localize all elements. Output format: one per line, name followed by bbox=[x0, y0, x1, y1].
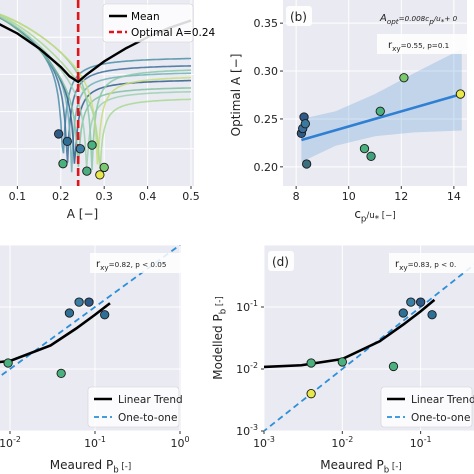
panel-label-d: (d) bbox=[272, 255, 289, 269]
data-point bbox=[95, 170, 105, 180]
data-point bbox=[74, 297, 84, 307]
x-tick-label-b: 8 bbox=[293, 190, 300, 203]
stats-box-b bbox=[377, 34, 469, 54]
plot-content-d bbox=[264, 245, 474, 431]
y-axis-label-d: Modelled Pb [-] bbox=[211, 296, 229, 379]
x-tick-label-a: 0.3 bbox=[95, 190, 113, 203]
data-point bbox=[375, 106, 385, 116]
data-point bbox=[302, 159, 312, 169]
legend-a: Mean Optimal A=0.24 bbox=[102, 3, 216, 43]
x-tick-label-b: 10 bbox=[342, 190, 356, 203]
data-point bbox=[84, 297, 94, 307]
legend-label-trend: Linear Trend bbox=[411, 394, 474, 406]
x-tick-label-b: 12 bbox=[394, 190, 408, 203]
stats-annotation-b: rxy=0.55, p=0.1 bbox=[388, 40, 449, 53]
x-tick-label-a: 0.1 bbox=[9, 190, 27, 203]
member-curve bbox=[0, 15, 192, 168]
data-point bbox=[99, 162, 109, 173]
x-axis-label-c: Meaured Pb [-] bbox=[50, 458, 131, 474]
x-tick-label-d: 10-3 bbox=[253, 435, 275, 450]
x-axis-label-b: cp/u* [−] bbox=[354, 207, 395, 225]
panel-c: rxy=0.82, p < 0.05 Linear Trend One-to-one… bbox=[0, 245, 190, 474]
panel-label-box-d bbox=[268, 251, 294, 271]
member-curve bbox=[0, 14, 191, 170]
data-point bbox=[388, 361, 399, 372]
legend-label-one-to-one: One-to-one bbox=[411, 412, 470, 424]
data-point bbox=[62, 136, 72, 147]
x-tick-label-c: 100 bbox=[170, 435, 189, 450]
data-point bbox=[455, 89, 466, 99]
one-to-one-line bbox=[264, 263, 474, 431]
data-point bbox=[58, 159, 68, 169]
panel-d: rxy=0.83, p < 0. Linear Trend One-to-one 10… bbox=[211, 245, 474, 474]
panel-b: (b) Aopt=0.008cp/u*+ 0 rxy=0.55, p=0.1 0.20… bbox=[229, 0, 469, 225]
data-point bbox=[406, 297, 416, 307]
x-tick-label-c: 10-1 bbox=[84, 435, 106, 450]
legend-label-one-to-one: One-to-one bbox=[118, 412, 177, 424]
y-tick-label-d: 10-3 bbox=[236, 423, 258, 438]
data-point bbox=[359, 143, 370, 154]
plot-content-b bbox=[283, 0, 467, 186]
data-point bbox=[3, 358, 13, 368]
x-axis-label-d: Meaured Pb [-] bbox=[320, 458, 401, 474]
legend-label-trend: Linear Trend bbox=[118, 394, 183, 406]
data-point bbox=[415, 297, 426, 307]
data-point bbox=[75, 144, 85, 154]
x-tick-label-d: 10-1 bbox=[410, 435, 432, 450]
trend-curve bbox=[0, 302, 111, 364]
data-point bbox=[64, 308, 75, 318]
data-point bbox=[427, 310, 437, 320]
stats-box-c bbox=[90, 253, 181, 273]
data-point bbox=[56, 368, 66, 379]
confidence-band bbox=[301, 49, 462, 163]
y-tick-label-b: 0.20 bbox=[254, 161, 279, 174]
panel-label-box-b bbox=[286, 6, 312, 26]
data-point bbox=[306, 358, 316, 368]
x-tick-label-b: 14 bbox=[447, 190, 461, 203]
x-axis-label-a: A [−] bbox=[67, 207, 98, 221]
panel-label-b: (b) bbox=[290, 10, 307, 24]
fit-line bbox=[301, 92, 463, 142]
y-tick-label-d: 10-1 bbox=[236, 299, 258, 314]
legend-label-optimal: Optimal A=0.24 bbox=[131, 27, 216, 39]
data-point bbox=[87, 140, 97, 150]
x-tick-label-a: 0.5 bbox=[182, 190, 200, 203]
data-point bbox=[300, 119, 310, 129]
data-point bbox=[337, 357, 347, 367]
data-point bbox=[399, 73, 409, 83]
data-point bbox=[398, 308, 408, 318]
y-tick-label-d: 10-2 bbox=[236, 361, 258, 376]
stats-annotation-d: rxy=0.83, p < 0. bbox=[395, 259, 456, 272]
y-tick-label-b: 0.35 bbox=[254, 17, 279, 30]
data-point bbox=[53, 129, 64, 139]
y-axis-label-b: Optimal A [−] bbox=[229, 54, 243, 137]
y-tick-label-b: 0.25 bbox=[254, 113, 279, 126]
data-point bbox=[82, 166, 92, 176]
x-tick-label-c: 10-2 bbox=[0, 435, 21, 450]
data-point bbox=[366, 151, 376, 161]
fit-equation: Aopt=0.008cp/u*+ 0 bbox=[379, 13, 458, 26]
x-tick-label-a: 0.4 bbox=[139, 190, 157, 203]
data-point bbox=[100, 310, 110, 320]
data-point bbox=[306, 389, 316, 399]
trend-curve bbox=[264, 298, 436, 369]
legend-label-mean: Mean bbox=[131, 11, 160, 23]
panel-a: Mean Optimal A=0.24 0.1 0.2 0.3 0.4 0.5 A [−] bbox=[0, 0, 216, 221]
stats-annotation-c: rxy=0.82, p < 0.05 bbox=[96, 259, 166, 272]
x-tick-label-d: 10-2 bbox=[331, 435, 353, 450]
x-tick-label-a: 0.2 bbox=[52, 190, 70, 203]
stats-box-d bbox=[389, 253, 474, 273]
y-tick-label-b: 0.30 bbox=[254, 65, 279, 78]
